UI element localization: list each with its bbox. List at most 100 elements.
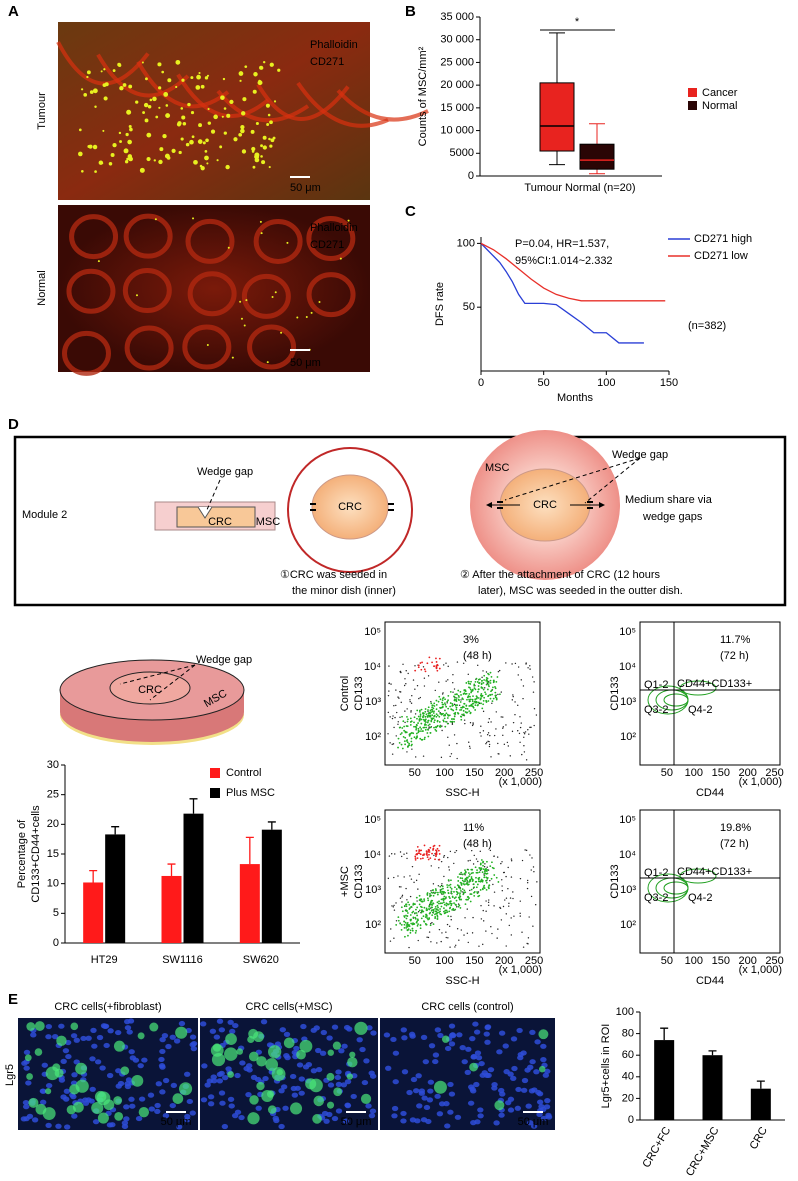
- event: [404, 721, 406, 724]
- nucleus: [158, 1056, 165, 1063]
- event: [476, 892, 479, 895]
- event: [428, 726, 430, 728]
- event: [429, 892, 431, 895]
- panel-label: B: [405, 3, 416, 20]
- plot-frame: [384, 809, 541, 954]
- nucleus: [289, 1073, 297, 1080]
- nucleus: [62, 1048, 70, 1054]
- event: [469, 683, 472, 685]
- nucleus: [420, 1117, 428, 1123]
- event: [403, 926, 406, 929]
- lgr5-signal: [313, 1095, 325, 1107]
- nucleus: [320, 1029, 328, 1036]
- event: [414, 665, 416, 667]
- event: [512, 695, 514, 698]
- nucleus: [428, 1043, 436, 1049]
- tissue-fold: [256, 83, 350, 121]
- nucleus: [516, 1027, 523, 1034]
- wedge: [197, 506, 213, 519]
- cd271-signal: [195, 85, 201, 90]
- nucleus: [391, 1105, 399, 1112]
- event: [469, 712, 472, 715]
- nucleus: [536, 1099, 544, 1105]
- event: [416, 709, 419, 712]
- event: [453, 696, 456, 698]
- cd271-signal: [189, 139, 194, 145]
- image-title: CRC cells (control): [421, 1001, 513, 1013]
- event: [421, 857, 424, 860]
- event: [449, 886, 452, 889]
- event: [454, 946, 456, 948]
- cd271-signal: [259, 65, 264, 70]
- nucleus: [414, 1118, 421, 1124]
- event: [423, 668, 426, 671]
- event: [403, 915, 406, 917]
- cd271-signal: [216, 159, 219, 162]
- event: [407, 672, 409, 675]
- event: [468, 710, 471, 713]
- event: [485, 889, 488, 891]
- y-axis-label: CD133+CD44+cells: [30, 805, 42, 903]
- cd271-signal: [198, 123, 203, 128]
- event: [466, 932, 469, 934]
- lgr5-signal: [113, 1040, 125, 1052]
- event: [442, 692, 444, 694]
- event: [423, 685, 426, 687]
- event: [519, 912, 521, 915]
- event: [493, 905, 495, 907]
- time-label: (72 h): [720, 650, 749, 662]
- event: [425, 851, 428, 854]
- event: [460, 871, 463, 874]
- inner-dish: [311, 474, 389, 540]
- event: [447, 892, 450, 895]
- nucleus: [423, 1104, 431, 1111]
- cd271-signal: [126, 157, 129, 161]
- event: [421, 900, 424, 903]
- nucleus: [124, 1083, 132, 1090]
- y-tick-label: 15: [47, 848, 59, 860]
- lgr5-signal: [224, 1047, 238, 1061]
- event: [480, 680, 483, 682]
- event: [461, 891, 463, 893]
- event: [438, 853, 441, 855]
- event: [433, 844, 436, 847]
- event: [529, 668, 531, 670]
- event: [388, 665, 390, 667]
- event: [481, 888, 484, 891]
- event: [406, 899, 408, 901]
- event: [522, 946, 525, 948]
- event: [427, 714, 430, 717]
- event: [441, 705, 444, 708]
- event: [495, 728, 497, 730]
- event: [410, 740, 413, 743]
- event: [521, 931, 523, 933]
- cd271-signal: [240, 317, 243, 320]
- cd271-signal: [92, 88, 98, 94]
- event: [393, 904, 395, 907]
- nucleus: [159, 1048, 166, 1055]
- event: [451, 722, 454, 724]
- cd271-signal: [268, 165, 271, 169]
- event: [510, 858, 513, 860]
- event: [459, 887, 462, 890]
- cd271-signal: [118, 131, 122, 135]
- event: [497, 881, 500, 883]
- event: [431, 661, 433, 664]
- event: [441, 697, 444, 700]
- event: [427, 706, 430, 709]
- cd271-signal: [252, 89, 257, 94]
- event: [524, 849, 526, 851]
- lgr5-signal: [271, 1067, 286, 1081]
- nucleus: [454, 1114, 462, 1120]
- event: [420, 668, 423, 671]
- lgr5-signal: [56, 1035, 67, 1047]
- y-axis-label: Counts of MSC/mm²: [417, 46, 429, 146]
- event: [406, 929, 409, 931]
- event: [448, 910, 451, 913]
- event: [489, 671, 492, 674]
- gap-mark: [587, 501, 593, 509]
- event: [406, 746, 409, 748]
- y-axis-label: +MSC: [339, 866, 351, 897]
- event: [401, 894, 404, 897]
- event: [436, 891, 439, 894]
